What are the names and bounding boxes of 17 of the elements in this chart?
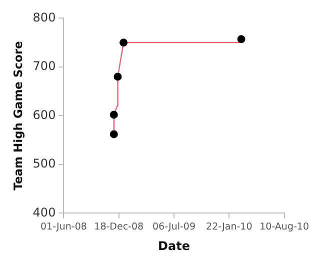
point (114, 72, 122, 81)
x-axis-title: Date (158, 238, 190, 253)
x-tick-label: 10-Aug-10 (260, 221, 309, 232)
x-tick-label: 22-Jan-10 (206, 221, 252, 232)
x-tick-label: 06-Jul-09 (152, 221, 196, 232)
y-tick-label: 800 (32, 10, 56, 24)
x-tick-label: 18-Dec-08 (94, 221, 144, 232)
point (237, 35, 246, 44)
point (120, 38, 128, 47)
y-axis-title: Team High Game Score (10, 40, 25, 190)
y-tick-label: 600 (32, 108, 56, 122)
point (110, 110, 118, 119)
point (110, 130, 118, 138)
y-tick-label: 700 (32, 59, 56, 74)
y-tick-label: 500 (32, 156, 56, 171)
y-tick-label: 400 (32, 205, 56, 220)
x-tick-label: 01-Jun-08 (40, 221, 87, 232)
